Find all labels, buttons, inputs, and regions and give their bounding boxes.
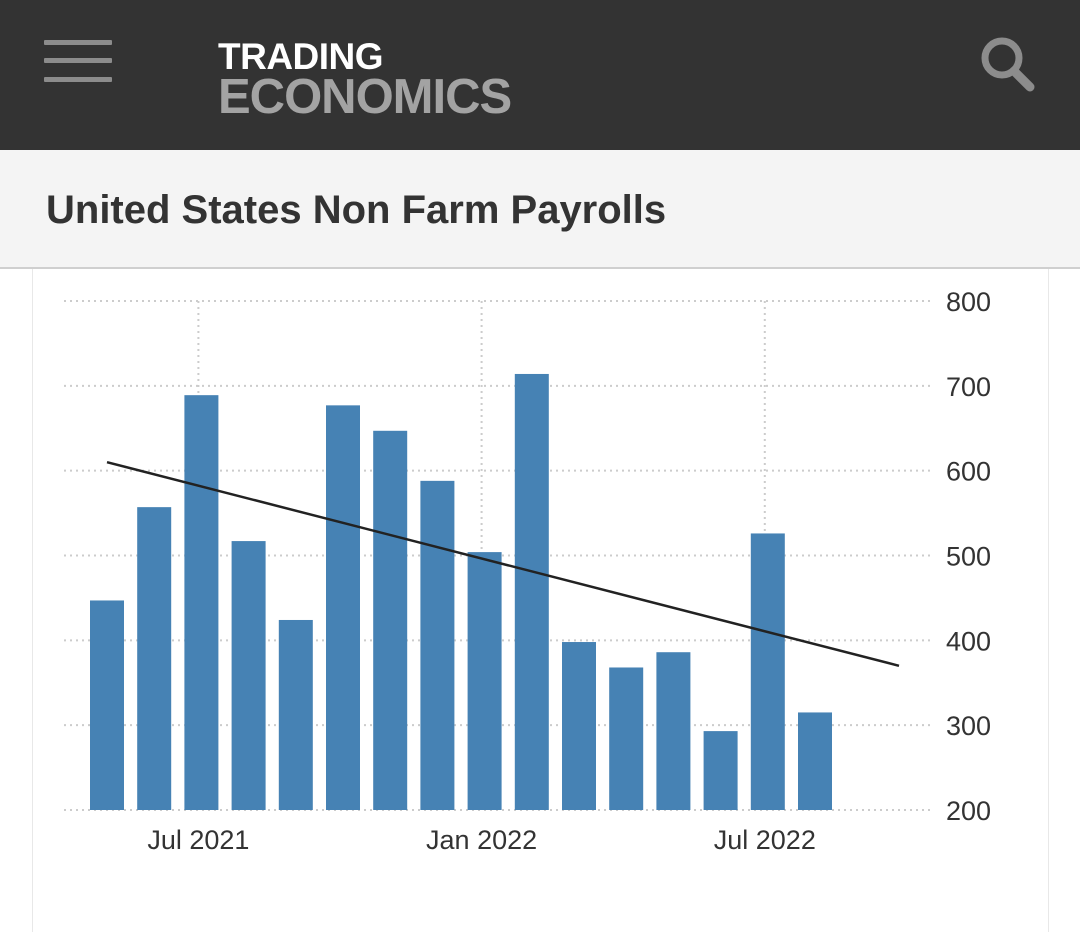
bar-2021-10: [326, 405, 360, 810]
logo-bottom-text: ECONOMICS: [218, 70, 512, 124]
y-tick-label: 400: [946, 626, 991, 656]
bar-2022-05: [656, 652, 691, 810]
y-tick-label: 600: [946, 457, 991, 487]
chart-card: 200 300 400 500 600 700 800 Jul 2021 Jan 2022 Jul…: [32, 269, 1049, 932]
bar-2021-06: [137, 507, 172, 810]
bar-2021-12: [420, 480, 455, 810]
bar-2022-03: [562, 642, 596, 810]
y-tick-label: 800: [946, 287, 991, 317]
trend-line: [106, 460, 900, 667]
payrolls-bar-chart: 200 300 400 500 600 700 800 Jul 2021 Jan 2022 Jul…: [64, 287, 991, 855]
y-tick-label: 500: [946, 542, 991, 572]
bar-2021-11: [373, 430, 408, 810]
bar-2021-07: [184, 395, 219, 810]
bar-2021-05: [90, 600, 124, 810]
x-tick-label: Jul 2021: [147, 825, 249, 855]
bar-2021-08: [231, 541, 266, 810]
bar-2022-02: [514, 373, 549, 810]
page-title: United States Non Farm Payrolls: [46, 188, 667, 232]
trading-economics-logo[interactable]: TRADING ECONOMICS: [218, 36, 512, 124]
hamburger-menu-icon[interactable]: [44, 40, 112, 82]
bar-2022-07: [750, 533, 785, 810]
x-tick-label: Jan 2022: [426, 825, 537, 855]
logo-top-text: TRADING: [218, 36, 384, 77]
y-tick-label: 200: [946, 796, 991, 826]
bar-2022-08: [798, 712, 832, 810]
y-tick-label: 300: [946, 711, 991, 741]
page-title-bar: United States Non Farm Payrolls: [0, 150, 1080, 269]
x-tick-label: Jul 2022: [714, 825, 816, 855]
bar-2022-01: [467, 552, 502, 810]
y-tick-label: 700: [946, 372, 991, 402]
bar-2022-06: [703, 731, 738, 810]
bar-2021-09: [278, 619, 313, 810]
top-navigation-bar: TRADING ECONOMICS: [0, 0, 1080, 150]
search-icon[interactable]: [976, 34, 1040, 94]
bar-2022-04: [609, 667, 644, 810]
